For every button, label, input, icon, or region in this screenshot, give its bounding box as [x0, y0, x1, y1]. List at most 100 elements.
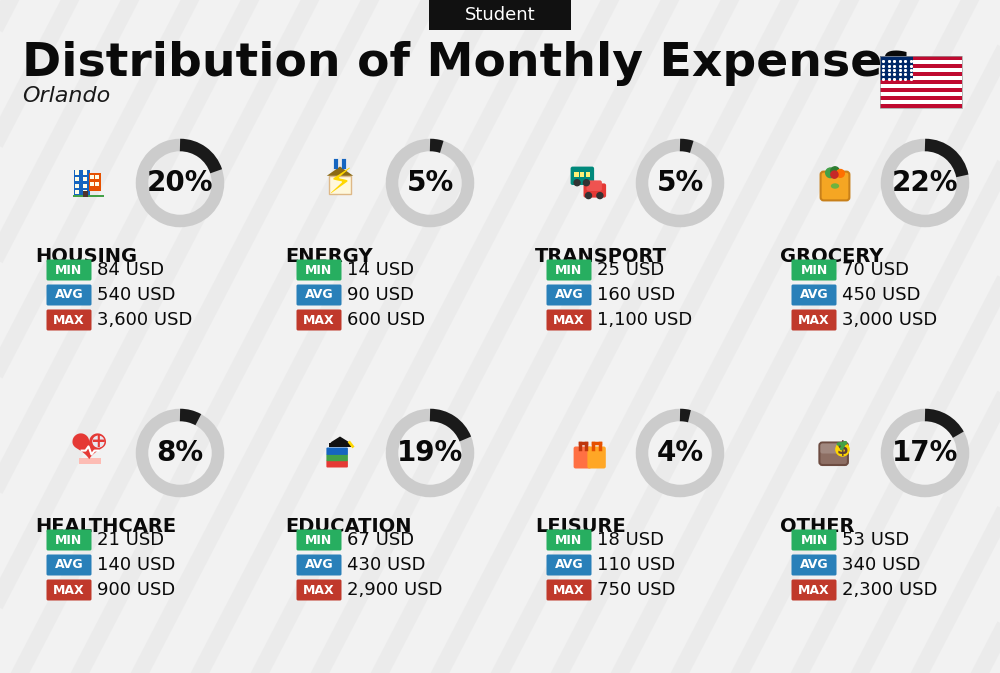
- Text: OTHER: OTHER: [780, 516, 854, 536]
- FancyBboxPatch shape: [546, 310, 592, 330]
- Polygon shape: [79, 458, 101, 464]
- FancyBboxPatch shape: [880, 96, 962, 100]
- FancyBboxPatch shape: [46, 260, 92, 281]
- Text: 160 USD: 160 USD: [597, 286, 675, 304]
- Text: MAX: MAX: [53, 314, 85, 326]
- Text: 2,300 USD: 2,300 USD: [842, 581, 938, 599]
- Text: 8%: 8%: [156, 439, 204, 467]
- Text: 110 USD: 110 USD: [597, 556, 675, 574]
- Circle shape: [93, 436, 104, 447]
- Text: 53 USD: 53 USD: [842, 531, 909, 549]
- FancyBboxPatch shape: [574, 446, 591, 468]
- FancyBboxPatch shape: [83, 177, 87, 181]
- Text: 450 USD: 450 USD: [842, 286, 920, 304]
- FancyBboxPatch shape: [880, 104, 962, 108]
- FancyBboxPatch shape: [880, 88, 962, 92]
- FancyBboxPatch shape: [46, 530, 92, 551]
- Text: 22%: 22%: [892, 169, 958, 197]
- FancyBboxPatch shape: [75, 184, 79, 188]
- Text: AVG: AVG: [555, 289, 583, 302]
- Text: AVG: AVG: [555, 559, 583, 571]
- FancyBboxPatch shape: [329, 176, 351, 194]
- Text: MIN: MIN: [800, 534, 828, 546]
- FancyBboxPatch shape: [574, 172, 579, 177]
- FancyBboxPatch shape: [329, 443, 351, 447]
- FancyBboxPatch shape: [880, 80, 962, 84]
- FancyBboxPatch shape: [880, 68, 962, 72]
- Circle shape: [826, 168, 835, 178]
- FancyBboxPatch shape: [75, 170, 79, 174]
- Circle shape: [831, 171, 838, 178]
- FancyBboxPatch shape: [880, 100, 962, 104]
- Text: MIN: MIN: [55, 534, 83, 546]
- Text: 67 USD: 67 USD: [347, 531, 414, 549]
- Text: 2,900 USD: 2,900 USD: [347, 581, 442, 599]
- FancyBboxPatch shape: [88, 172, 101, 190]
- FancyBboxPatch shape: [90, 182, 94, 186]
- Text: EDUCATION: EDUCATION: [285, 516, 412, 536]
- FancyBboxPatch shape: [880, 84, 962, 88]
- FancyBboxPatch shape: [73, 195, 104, 197]
- FancyBboxPatch shape: [46, 579, 92, 600]
- FancyBboxPatch shape: [571, 167, 594, 185]
- Text: AVG: AVG: [800, 289, 828, 302]
- Text: 20%: 20%: [147, 169, 213, 197]
- FancyBboxPatch shape: [95, 182, 99, 186]
- Text: 540 USD: 540 USD: [97, 286, 176, 304]
- FancyBboxPatch shape: [546, 260, 592, 281]
- Text: 70 USD: 70 USD: [842, 261, 909, 279]
- FancyBboxPatch shape: [296, 555, 342, 575]
- Text: Student: Student: [465, 6, 535, 24]
- Text: Distribution of Monthly Expenses: Distribution of Monthly Expenses: [22, 40, 910, 85]
- Text: 3,000 USD: 3,000 USD: [842, 311, 937, 329]
- Text: 90 USD: 90 USD: [347, 286, 414, 304]
- Text: MAX: MAX: [798, 583, 830, 596]
- Polygon shape: [327, 166, 353, 176]
- Text: 19%: 19%: [397, 439, 463, 467]
- Text: 4%: 4%: [656, 439, 704, 467]
- FancyBboxPatch shape: [46, 285, 92, 306]
- FancyBboxPatch shape: [83, 184, 87, 188]
- Text: MAX: MAX: [53, 583, 85, 596]
- FancyBboxPatch shape: [880, 72, 962, 76]
- FancyBboxPatch shape: [83, 170, 87, 174]
- Text: MAX: MAX: [303, 314, 335, 326]
- FancyBboxPatch shape: [820, 444, 847, 454]
- Text: MIN: MIN: [55, 264, 83, 277]
- FancyBboxPatch shape: [792, 579, 836, 600]
- FancyBboxPatch shape: [74, 170, 90, 197]
- Text: $: $: [837, 440, 848, 458]
- FancyBboxPatch shape: [296, 310, 342, 330]
- Text: MIN: MIN: [305, 534, 333, 546]
- FancyBboxPatch shape: [880, 76, 962, 80]
- Text: 5%: 5%: [406, 169, 454, 197]
- Text: HOUSING: HOUSING: [35, 246, 137, 266]
- Text: 25 USD: 25 USD: [597, 261, 664, 279]
- FancyBboxPatch shape: [584, 184, 606, 198]
- FancyBboxPatch shape: [880, 56, 913, 80]
- FancyBboxPatch shape: [880, 60, 962, 64]
- FancyBboxPatch shape: [429, 0, 571, 30]
- Text: MIN: MIN: [800, 264, 828, 277]
- FancyBboxPatch shape: [326, 460, 348, 468]
- Text: 5%: 5%: [656, 169, 704, 197]
- Circle shape: [836, 443, 849, 456]
- FancyBboxPatch shape: [46, 310, 92, 330]
- FancyBboxPatch shape: [792, 285, 836, 306]
- Text: MAX: MAX: [303, 583, 335, 596]
- FancyBboxPatch shape: [95, 175, 99, 179]
- Text: GROCERY: GROCERY: [780, 246, 883, 266]
- FancyBboxPatch shape: [880, 64, 962, 68]
- FancyBboxPatch shape: [546, 579, 592, 600]
- FancyBboxPatch shape: [586, 172, 590, 177]
- FancyBboxPatch shape: [326, 448, 348, 455]
- Text: TRANSPORT: TRANSPORT: [535, 246, 667, 266]
- FancyBboxPatch shape: [546, 285, 592, 306]
- Text: ⚡: ⚡: [328, 166, 352, 200]
- Text: MAX: MAX: [553, 314, 585, 326]
- Circle shape: [586, 192, 592, 199]
- Text: 340 USD: 340 USD: [842, 556, 920, 574]
- Text: ❤: ❤: [69, 427, 108, 472]
- Text: 600 USD: 600 USD: [347, 311, 425, 329]
- FancyBboxPatch shape: [880, 56, 962, 60]
